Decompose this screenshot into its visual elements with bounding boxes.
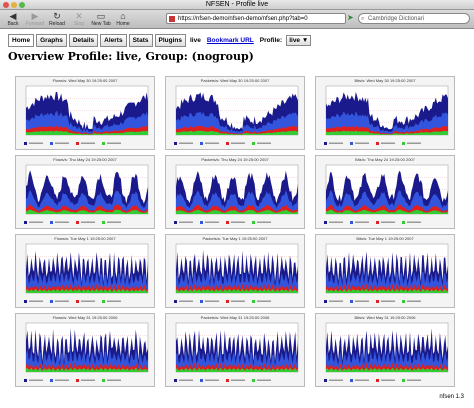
graph-title: Bits/s: Wed May 31 19:25:00 2006 (354, 315, 416, 320)
tab-graphs[interactable]: Graphs (36, 33, 67, 47)
traffic-graph[interactable]: Packets/s: Tue May 1 19:25:00 2007 (165, 234, 305, 308)
profile-select[interactable]: live ▼ (286, 34, 312, 46)
window-controls[interactable] (3, 2, 25, 8)
new-tab-button[interactable]: ▭ New Tab (91, 11, 111, 27)
address-bar[interactable]: https://nfsen-demo/nfsen-demo/nfsen.php?… (166, 13, 346, 24)
traffic-graph[interactable]: Packets/s: Thu May 24 19:25:00 2007 (165, 155, 305, 229)
tab-details[interactable]: Details (68, 33, 99, 47)
traffic-graph[interactable]: Flows/s: Tue May 1 19:25:00 2007 (15, 234, 155, 308)
graph-title: Packets/s: Tue May 1 19:25:00 2007 (202, 236, 268, 241)
graph-title: Flows/s: Thu May 24 19:25:00 2007 (53, 157, 117, 162)
graph-plot (24, 243, 149, 303)
tab-alerts[interactable]: Alerts (100, 33, 127, 47)
graph-title: Packets/s: Thu May 24 19:25:00 2007 (201, 157, 269, 162)
zoom-window-icon[interactable] (19, 2, 25, 8)
graph-plot (24, 85, 149, 145)
stop-icon: ✕ (75, 11, 83, 21)
graph-title: Bits/s: Thu May 24 19:25:00 2007 (355, 157, 415, 162)
search-text: Cambridge Dictionari (368, 16, 425, 22)
traffic-graph[interactable]: Packets/s: Wed May 31 19:25:00 2006 (165, 313, 305, 387)
graph-title: Packets/s: Wed May 31 19:25:00 2006 (200, 315, 270, 320)
profile-label: Profile: (259, 36, 283, 44)
tab-plugins[interactable]: Plugins (154, 33, 186, 47)
search-field[interactable]: ⌕ Cambridge Dictionari (358, 13, 470, 24)
bookmark-url-link[interactable]: Bookmark URL (206, 36, 254, 44)
graph-plot (324, 322, 449, 382)
window-titlebar: NFSEN - Profile live (0, 0, 474, 10)
browser-toolbar: ◀ Back ▶ Forward ↻ Reload ✕ Stop ▭ New Tab ⌂ H… (0, 10, 474, 29)
live-label: live (189, 36, 201, 44)
go-arrow-icon[interactable]: ➤ (347, 13, 354, 22)
traffic-graph[interactable]: Flows/s: Wed May 30 19:25:00 2007 (15, 76, 155, 150)
graph-title: Flows/s: Tue May 1 19:25:00 2007 (54, 236, 116, 241)
new-tab-icon: ▭ (96, 11, 106, 21)
forward-button[interactable]: ▶ Forward (25, 11, 45, 27)
graph-plot (174, 164, 299, 224)
graph-title: Bits/s: Wed May 30 19:25:00 2007 (354, 78, 416, 83)
back-arrow-icon: ◀ (9, 11, 17, 21)
graph-plot (174, 85, 299, 145)
home-button[interactable]: ⌂ Home (116, 11, 130, 27)
url-text: https://nfsen-demo/nfsen-demo/nfsen.php?… (178, 16, 308, 22)
traffic-graph[interactable]: Bits/s: Tue May 1 19:25:00 2007 (315, 234, 455, 308)
close-window-icon[interactable] (3, 2, 9, 8)
tab-stats[interactable]: Stats (128, 33, 153, 47)
traffic-graph[interactable]: Flows/s: Wed May 31 19:25:00 2006 (15, 313, 155, 387)
favicon-icon (169, 16, 175, 22)
graph-plot (324, 85, 449, 145)
minimize-window-icon[interactable] (11, 2, 17, 8)
graph-plot (24, 322, 149, 382)
version-text: nfsen 1.3 (439, 394, 464, 400)
traffic-graph[interactable]: Bits/s: Thu May 24 19:25:00 2007 (315, 155, 455, 229)
reload-button[interactable]: ↻ Reload (49, 11, 65, 27)
graph-plot (324, 164, 449, 224)
graph-title: Flows/s: Wed May 30 19:25:00 2007 (52, 78, 118, 83)
graph-title: Flows/s: Wed May 31 19:25:00 2006 (52, 315, 118, 320)
graph-plot (324, 243, 449, 303)
tab-home[interactable]: Home (8, 33, 35, 47)
stop-button[interactable]: ✕ Stop (73, 11, 85, 27)
graph-plot (24, 164, 149, 224)
traffic-graph[interactable]: Bits/s: Wed May 31 19:25:00 2006 (315, 313, 455, 387)
home-icon: ⌂ (120, 11, 126, 21)
nfsen-navbar: Home Graphs Details Alerts Stats Plugins… (0, 32, 474, 48)
search-engine-icon: ⌕ (361, 16, 365, 22)
graph-title: Packets/s: Wed May 30 19:25:00 2007 (200, 78, 270, 83)
graph-plot (174, 243, 299, 303)
reload-icon: ↻ (53, 11, 61, 21)
graph-plot (174, 322, 299, 382)
forward-arrow-icon: ▶ (31, 11, 39, 21)
traffic-graph[interactable]: Packets/s: Wed May 30 19:25:00 2007 (165, 76, 305, 150)
back-button[interactable]: ◀ Back (7, 11, 19, 27)
page-title: Overview Profile: live, Group: (nogroup) (8, 50, 254, 63)
graph-title: Bits/s: Tue May 1 19:25:00 2007 (356, 236, 414, 241)
traffic-graph[interactable]: Bits/s: Wed May 30 19:25:00 2007 (315, 76, 455, 150)
window-title: NFSEN - Profile live (205, 1, 269, 8)
traffic-graph[interactable]: Flows/s: Thu May 24 19:25:00 2007 (15, 155, 155, 229)
